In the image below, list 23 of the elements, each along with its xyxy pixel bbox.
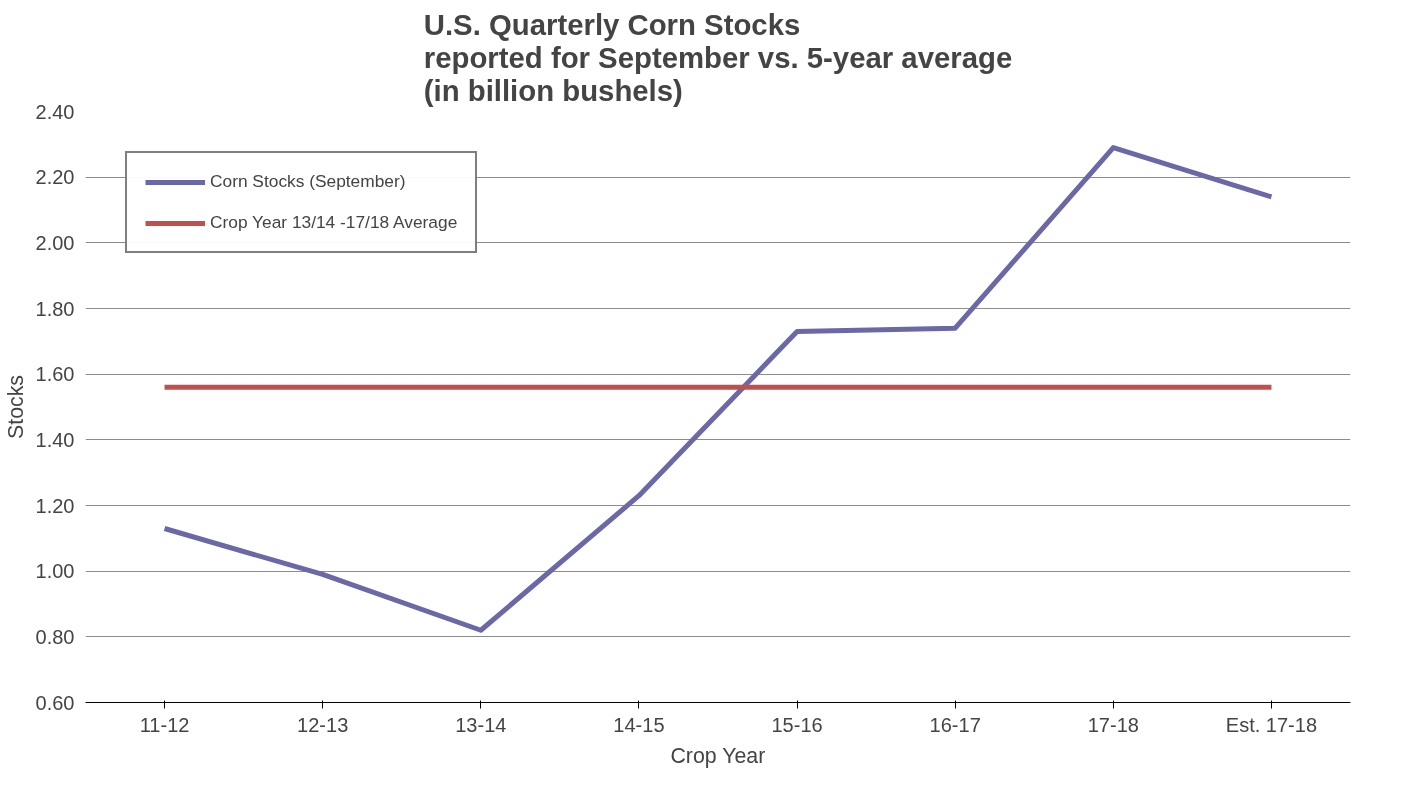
x-tick-label: Est. 17-18 (1225, 713, 1318, 736)
x-tick-label: 12-13 (297, 713, 349, 736)
legend-label: Crop Year 13/14 -17/18 Average (210, 212, 458, 233)
chart-title: U.S. Quarterly Corn Stocks reported for September vs. 5-year average (in billion bushels) (423, 7, 1013, 107)
x-tick-label: 11-12 (139, 713, 190, 736)
y-tick-label: 1.60 (35, 363, 75, 386)
legend-label: Corn Stocks (September) (210, 171, 406, 192)
y-tick-label: 1.80 (35, 297, 75, 320)
y-axis-title: Stocks (3, 374, 28, 439)
x-tick-label: 13-14 (455, 713, 507, 736)
x-axis-title: Crop Year (670, 743, 766, 768)
x-tick-label: 16-17 (929, 713, 981, 736)
y-tick-label: 1.00 (35, 560, 75, 583)
y-tick-label: 1.40 (35, 428, 75, 451)
y-tick-label: 0.60 (35, 691, 75, 714)
x-tick-label: 15-16 (771, 713, 823, 736)
x-tick-label: 17-18 (1087, 713, 1139, 736)
y-tick-label: 2.00 (35, 231, 75, 254)
y-tick-label: 0.80 (35, 625, 75, 648)
y-tick-label: 2.20 (35, 166, 75, 189)
y-tick-label: 2.40 (35, 100, 75, 123)
y-tick-label: 1.20 (35, 494, 75, 517)
x-tick-label: 14-15 (613, 713, 665, 736)
